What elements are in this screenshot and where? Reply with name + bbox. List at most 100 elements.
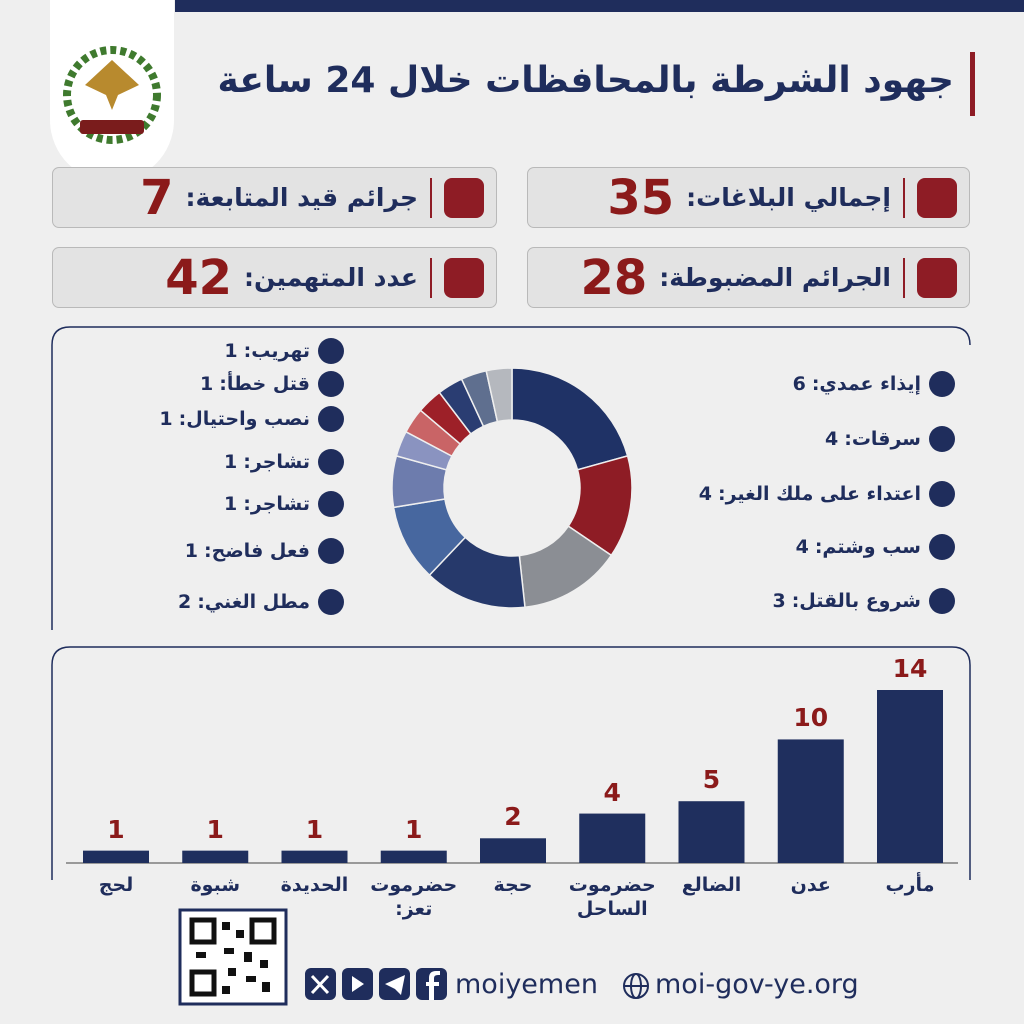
stat-icon <box>917 177 957 218</box>
category-value: 1 <box>224 340 238 362</box>
category-name: سرقات: <box>844 428 921 450</box>
donut-label: شروع بالقتل: 3 <box>772 588 955 614</box>
bar-category: لحج <box>98 874 134 896</box>
category-value: 4 <box>795 536 809 558</box>
label-icon <box>929 371 955 397</box>
category-name: نصب واحتيال: <box>178 408 310 430</box>
category-value: 3 <box>772 590 786 612</box>
label-icon <box>318 338 344 364</box>
donut-segment <box>485 367 513 423</box>
website: moi-gov-ye.org <box>655 969 859 1000</box>
category-value: 1 <box>224 451 238 473</box>
social-handle: moiyemen <box>455 969 598 1000</box>
label-icon <box>318 491 344 517</box>
donut-label: نصب واحتيال: 1 <box>159 406 344 432</box>
bar <box>281 850 348 863</box>
stat-icon <box>444 257 484 298</box>
bar <box>480 838 546 863</box>
category-value: 2 <box>177 591 192 613</box>
stat-divider <box>430 257 432 298</box>
bar <box>877 690 943 863</box>
donut-label: تشاجر: 1 <box>224 449 344 475</box>
stat-value: 35 <box>607 169 675 226</box>
category-name: مطل الغني: <box>197 591 310 613</box>
stat-icon <box>917 257 957 298</box>
label-icon <box>929 481 955 507</box>
category-value: 6 <box>792 373 806 395</box>
category-name: قتل خطأ: <box>219 373 310 395</box>
stat-card: جرائم قيد المتابعة: 7 <box>52 167 497 228</box>
stat-divider <box>430 177 432 218</box>
bar-category: الضالع <box>681 874 742 896</box>
donut-segment <box>511 367 629 471</box>
donut-label: مطل الغني: 2 <box>178 589 344 615</box>
bar <box>380 850 447 863</box>
category-name: تشاجر: <box>243 451 310 473</box>
donut-label: تهريب: 1 <box>224 338 344 364</box>
bar <box>182 850 249 863</box>
label-icon <box>318 589 344 615</box>
stat-card: عدد المتهمين: 42 <box>52 247 497 308</box>
donut-label: فعل فاضح: 1 <box>185 538 344 564</box>
category-value: 1 <box>159 408 173 430</box>
category-name: إيذاء عمدي: <box>811 373 921 395</box>
category-value: 4 <box>698 483 712 505</box>
stat-label: الجرائم المضبوطة: <box>659 263 891 292</box>
stat-divider <box>903 177 905 218</box>
logo-wreath <box>63 46 161 144</box>
bar-panel <box>51 646 971 880</box>
title-accent <box>970 52 975 116</box>
label-icon <box>318 371 344 397</box>
social-icons <box>305 968 447 1000</box>
category-value: 1 <box>200 373 214 395</box>
category-name: شروع بالقتل: <box>791 590 921 612</box>
stat-value: 28 <box>580 249 648 306</box>
category-name: تهريب: <box>243 340 310 362</box>
bar-category: حضرموت الساحل <box>568 874 656 920</box>
stat-value: 7 <box>140 169 174 226</box>
category-value: 1 <box>224 493 238 515</box>
category-name: اعتداء على ملك الغير: <box>717 483 921 505</box>
label-icon <box>318 538 344 564</box>
stat-label: إجمالي البلاغات: <box>686 183 891 212</box>
bar-category: الحديدة <box>280 874 349 896</box>
category-name: فعل فاضح: <box>204 540 310 562</box>
stat-label: جرائم قيد المتابعة: <box>185 183 418 212</box>
bar-value: 1 <box>206 814 224 844</box>
logo-ribbon <box>80 120 144 134</box>
stat-card: الجرائم المضبوطة: 28 <box>527 247 970 308</box>
stat-card: إجمالي البلاغات: 35 <box>527 167 970 228</box>
label-icon <box>929 426 955 452</box>
label-icon <box>318 449 344 475</box>
qr-code <box>178 908 288 1006</box>
top-bar <box>175 0 1024 12</box>
bar-value: 14 <box>892 654 928 683</box>
bar-value: 1 <box>305 814 324 844</box>
globe-icon <box>623 973 649 999</box>
label-icon <box>318 406 344 432</box>
stat-divider <box>903 257 905 298</box>
donut-label: اعتداء على ملك الغير: 4 <box>699 481 955 507</box>
bar-value: 1 <box>107 814 125 844</box>
bar-value: 4 <box>603 777 621 807</box>
bar <box>777 739 844 863</box>
bar-category: عدن <box>790 874 831 896</box>
bar-category: مأرب <box>885 874 935 896</box>
bar-category: حضرموت تعز: <box>370 874 458 920</box>
category-name: سب وشتم: <box>814 536 921 558</box>
donut-label: سب وشتم: 4 <box>796 534 955 560</box>
bar-value: 10 <box>793 703 829 733</box>
label-icon <box>929 534 955 560</box>
stat-label: عدد المتهمين: <box>244 263 418 292</box>
title: جهود الشرطة بالمحافظات خلال 24 ساعة <box>217 60 954 101</box>
bar-value: 1 <box>405 814 423 844</box>
bar-category: شبوة <box>190 874 241 896</box>
label-icon <box>929 588 955 614</box>
bar <box>678 801 745 863</box>
bar <box>579 813 646 863</box>
stat-icon <box>444 177 484 218</box>
bar-value: 5 <box>702 765 721 795</box>
bar-category: حجة <box>493 874 533 896</box>
